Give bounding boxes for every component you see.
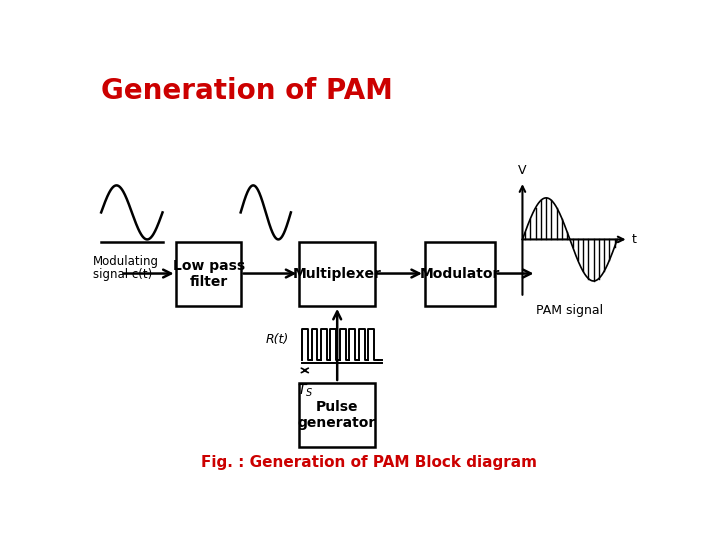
Text: Pulse
generator: Pulse generator (298, 400, 376, 430)
Text: Multiplexer: Multiplexer (292, 267, 382, 281)
Text: R(t): R(t) (266, 333, 289, 346)
Bar (176, 241, 240, 306)
Text: signal c(t): signal c(t) (93, 268, 152, 281)
Text: Modulator: Modulator (420, 267, 500, 281)
Text: Low pass
filter: Low pass filter (173, 259, 245, 289)
Text: t: t (631, 233, 636, 246)
Text: Modulating: Modulating (93, 254, 159, 267)
Text: PAM signal: PAM signal (536, 303, 603, 316)
Bar (425, 241, 495, 306)
Text: $T_S$: $T_S$ (297, 383, 313, 399)
Text: V: V (518, 164, 527, 177)
Text: Fig. : Generation of PAM Block diagram: Fig. : Generation of PAM Block diagram (201, 455, 537, 470)
Text: Generation of PAM: Generation of PAM (101, 77, 393, 105)
Bar (300, 383, 374, 447)
Bar (300, 241, 374, 306)
